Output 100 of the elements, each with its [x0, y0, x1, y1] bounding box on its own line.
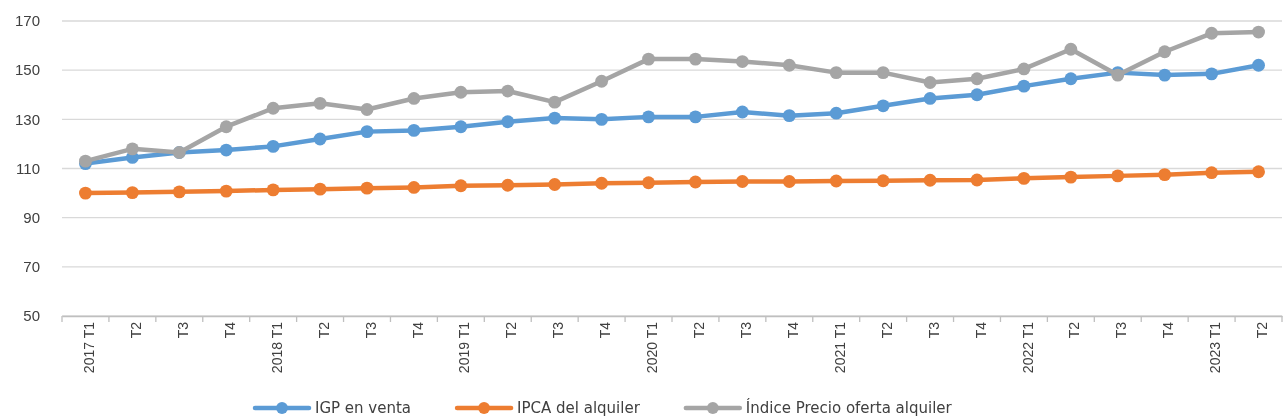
point	[735, 105, 749, 119]
point	[548, 178, 562, 191]
point	[360, 125, 374, 139]
point	[360, 181, 374, 195]
point	[1064, 170, 1078, 184]
point	[266, 183, 280, 197]
legend-label: IGP en venta	[315, 399, 412, 418]
point	[1158, 68, 1172, 82]
point	[79, 186, 92, 200]
x-tick-label: T3	[362, 321, 379, 339]
x-tick-label: 2023 T1	[1207, 321, 1224, 374]
point	[313, 182, 327, 196]
point	[1017, 171, 1031, 185]
point	[407, 123, 421, 137]
point	[1252, 58, 1265, 72]
point	[689, 175, 702, 189]
y-tick-label: 150	[14, 61, 40, 79]
point	[876, 99, 890, 113]
point	[1064, 72, 1078, 86]
legend-label: IPCA del alquiler	[517, 399, 641, 418]
x-tick-label: T4	[597, 321, 614, 339]
point	[970, 88, 984, 102]
x-tick-label: T4	[221, 321, 238, 339]
point	[219, 120, 233, 134]
point	[829, 174, 843, 188]
point	[923, 76, 937, 89]
point	[125, 142, 139, 156]
x-tick-label: 2021 T1	[831, 321, 848, 374]
point	[1205, 67, 1219, 81]
point	[172, 185, 186, 199]
point	[970, 173, 984, 187]
x-tick-label: T4	[972, 321, 989, 339]
point	[829, 66, 843, 80]
point	[642, 110, 655, 124]
point	[1111, 169, 1125, 183]
point	[642, 52, 655, 66]
x-tick-label: T2	[878, 321, 895, 339]
x-tick-label: T2	[503, 321, 520, 339]
point	[266, 101, 280, 115]
point	[923, 173, 937, 187]
x-tick-label: T4	[409, 321, 426, 339]
point	[689, 52, 702, 66]
point	[219, 143, 233, 157]
point	[782, 58, 796, 72]
y-tick-label: 130	[14, 110, 40, 128]
legend-label: Índice Precio oferta alquiler	[745, 398, 953, 418]
point	[454, 85, 468, 99]
point	[407, 92, 421, 105]
x-tick-label: T4	[1160, 321, 1177, 339]
x-tick-label: T2	[1254, 321, 1271, 339]
y-tick-label: 170	[14, 12, 40, 30]
point	[501, 115, 515, 129]
point	[829, 106, 843, 120]
point	[1252, 25, 1265, 39]
point	[1064, 42, 1078, 56]
point	[595, 176, 609, 190]
x-tick-label: 2017 T1	[81, 321, 98, 374]
x-tick-label: T2	[315, 321, 332, 339]
point	[642, 176, 655, 190]
y-tick-label: 50	[23, 307, 40, 325]
x-tick-label: T3	[174, 321, 191, 339]
point	[219, 184, 233, 198]
x-tick-label: T3	[1113, 321, 1130, 339]
x-tick-label: T2	[1066, 321, 1083, 339]
point	[501, 178, 515, 192]
point	[548, 95, 562, 109]
point	[735, 175, 749, 188]
point	[313, 132, 327, 146]
point	[876, 174, 890, 188]
x-tick-label: 2022 T1	[1019, 321, 1036, 374]
y-tick-label: 90	[23, 208, 40, 226]
point	[735, 55, 749, 68]
x-tick-label: T3	[550, 321, 567, 339]
y-tick-label: 70	[23, 258, 40, 276]
x-tick-label: 2019 T1	[456, 321, 473, 374]
point	[266, 139, 280, 153]
point	[595, 74, 609, 88]
point	[1158, 168, 1172, 182]
point	[454, 120, 468, 134]
x-tick-label: T3	[925, 321, 942, 339]
point	[125, 186, 139, 200]
point	[876, 66, 890, 80]
x-tick-label: T2	[127, 321, 144, 339]
point	[1017, 79, 1031, 93]
point	[548, 111, 562, 125]
point	[923, 92, 937, 105]
point	[689, 110, 702, 124]
point	[1158, 45, 1172, 59]
point	[782, 175, 796, 188]
point	[970, 72, 984, 86]
point	[1017, 62, 1031, 76]
point	[407, 181, 421, 194]
x-tick-label: 2018 T1	[268, 321, 285, 374]
point	[595, 112, 609, 126]
point	[1205, 26, 1219, 40]
point	[1252, 165, 1265, 179]
point	[782, 109, 796, 123]
point	[1205, 166, 1219, 180]
y-tick-label: 110	[16, 159, 40, 177]
point	[360, 103, 374, 116]
